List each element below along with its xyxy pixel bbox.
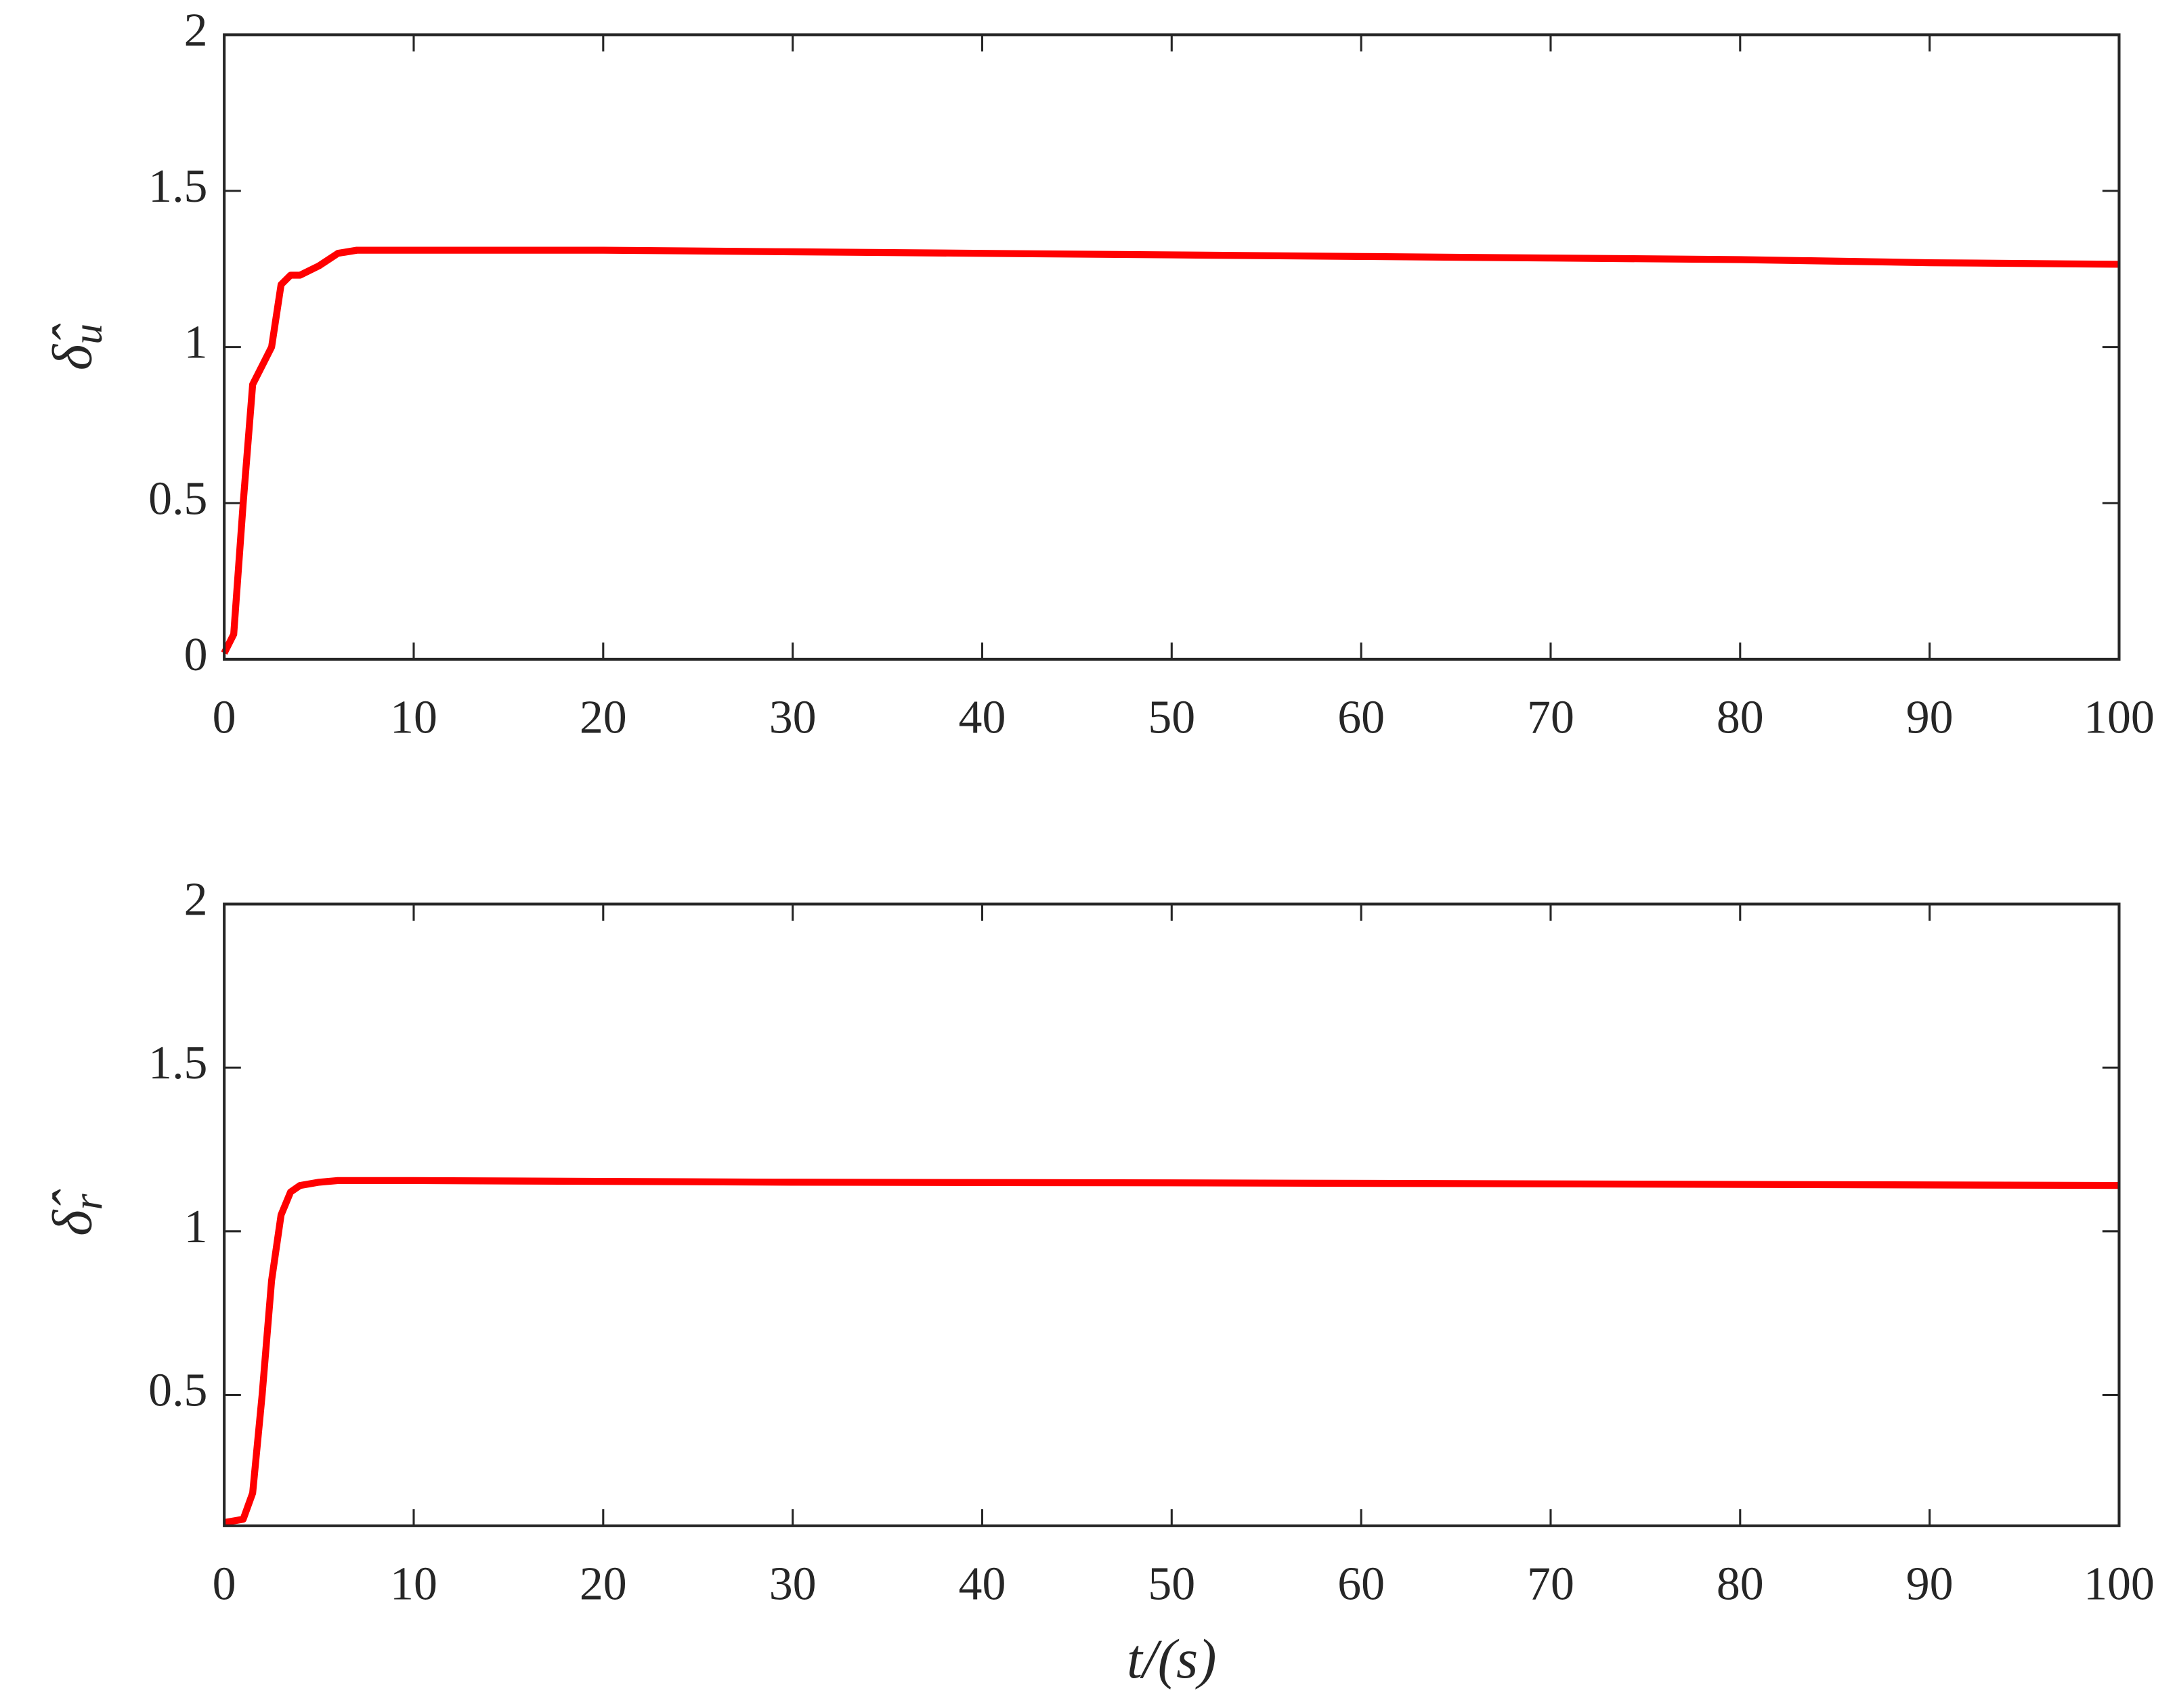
x-tick-label: 40 [959, 691, 1006, 743]
x-tick-label: 30 [769, 1558, 817, 1610]
x-tick-label: 60 [1337, 691, 1385, 743]
y-tick-label: 2 [184, 4, 208, 56]
y-axis-label-subscript: u [65, 324, 111, 345]
subplot: 0 10 20 30 40 50 60 70 80 90 100 0.5 1 1.5 2 δ̂r t/(s) [41, 873, 2155, 1690]
x-tick-label: 70 [1527, 1558, 1574, 1610]
x-tick-label: 80 [1717, 1558, 1764, 1610]
y-tick-label: 2 [184, 873, 208, 925]
x-tick-label: 50 [1148, 691, 1195, 743]
x-tick-label: 40 [959, 1558, 1006, 1610]
data-line [223, 1177, 2119, 1527]
x-tick-label: 90 [1906, 691, 1954, 743]
y-tick-label: 1 [184, 1201, 208, 1253]
x-tick-label: 100 [2084, 691, 2155, 743]
subplot: 0 10 20 30 40 50 60 70 80 90 100 0 0.5 1 1.5 2 δ̂u [41, 4, 2155, 743]
y-tick-label: 0 [184, 629, 208, 681]
y-tick-label: 1.5 [148, 1037, 207, 1089]
x-tick-label: 60 [1337, 1558, 1385, 1610]
y-axis-label-subscript: r [65, 1194, 111, 1210]
x-tick-label: 10 [390, 691, 437, 743]
y-tick-label: 0.5 [148, 1365, 207, 1417]
y-axis-label: δ̂r [41, 1189, 111, 1236]
x-tick-label: 10 [390, 1558, 437, 1610]
x-tick-label: 20 [580, 1558, 627, 1610]
x-tick-label: 30 [769, 691, 817, 743]
x-tick-label: 0 [213, 691, 236, 743]
x-tick-label: 70 [1527, 691, 1574, 743]
x-tick-label: 80 [1717, 691, 1764, 743]
x-axis-label: t/(s) [1127, 1628, 1216, 1690]
axes-box [223, 33, 2121, 661]
y-tick-label: 1 [184, 317, 208, 369]
data-line [221, 246, 2119, 655]
x-tick-label: 0 [213, 1558, 236, 1610]
x-tick-label: 100 [2084, 1558, 2155, 1610]
y-tick-label: 1.5 [148, 160, 207, 213]
x-tick-label: 90 [1906, 1558, 1954, 1610]
x-tick-label: 50 [1148, 1558, 1195, 1610]
plot-area [224, 904, 2119, 1526]
x-tick-label: 20 [580, 691, 627, 743]
axes-box [223, 902, 2121, 1527]
y-tick-label: 0.5 [148, 473, 207, 525]
plot-area [224, 35, 2119, 659]
y-axis-label: δ̂u [41, 324, 111, 370]
